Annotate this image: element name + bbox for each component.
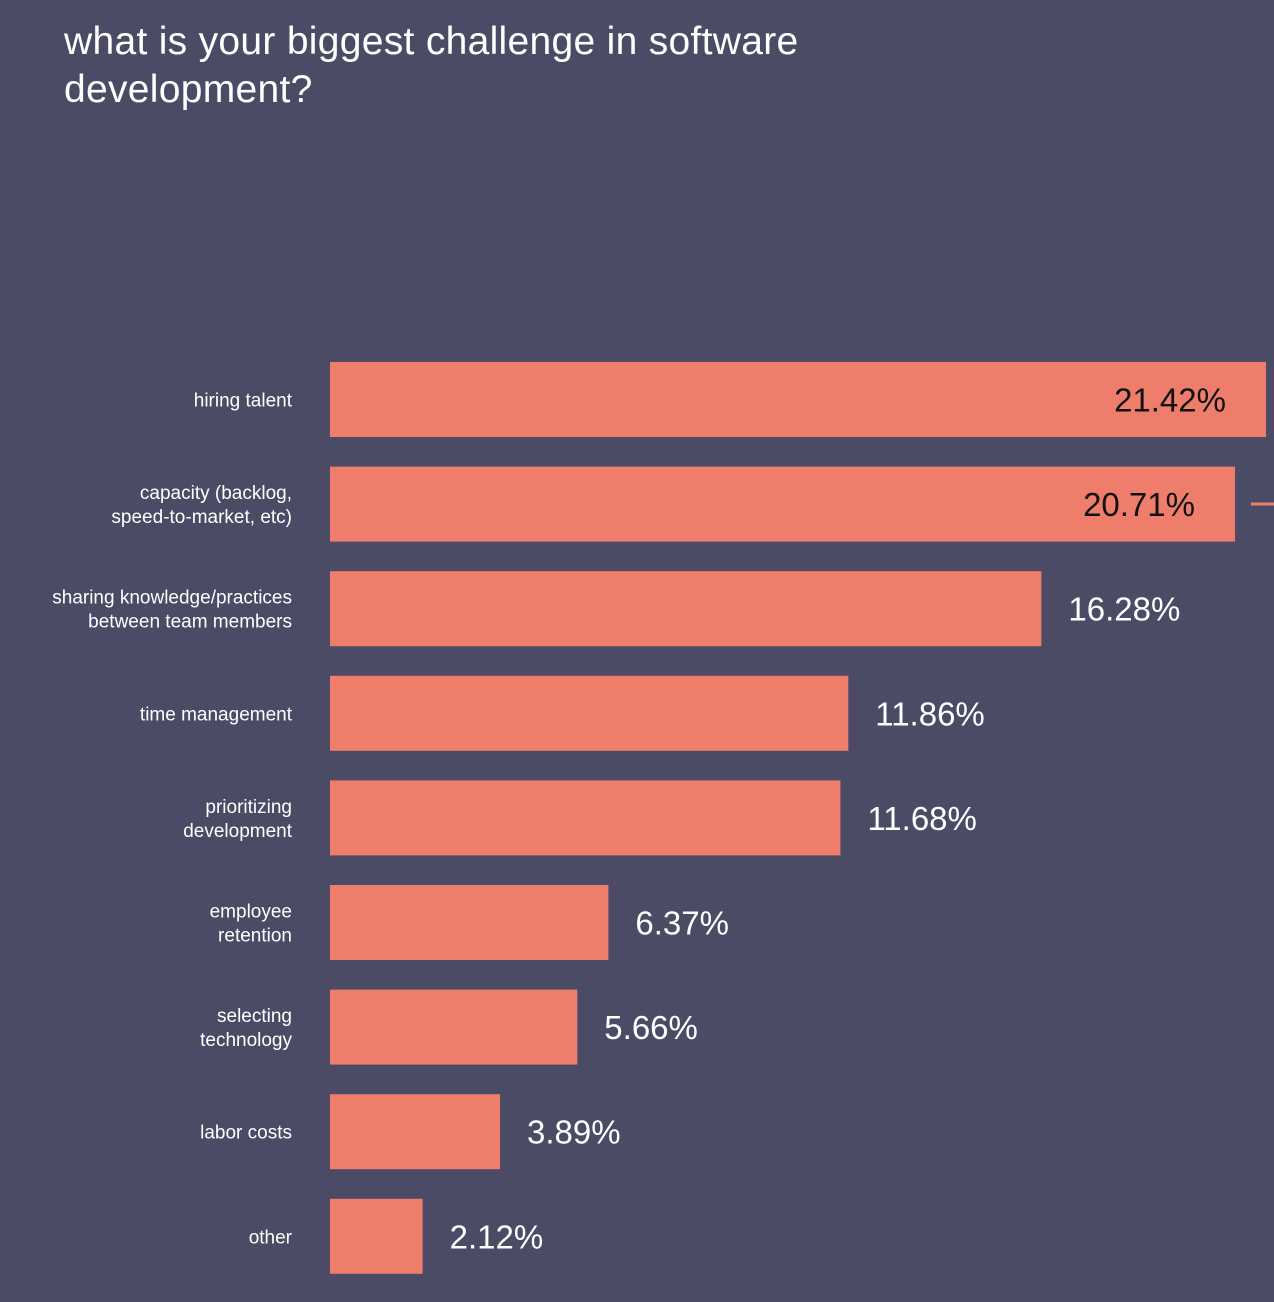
- category-label-line: capacity (backlog,: [140, 483, 292, 504]
- category-label: selecting technology: [200, 1006, 292, 1051]
- category-label: sharing knowledge/practices between team …: [52, 588, 292, 633]
- chart-title: what is your biggest challenge in softwa…: [64, 20, 799, 111]
- bar-value-label: 11.86%: [875, 695, 984, 732]
- category-label-line: selecting: [217, 1006, 292, 1027]
- category-label: labor costs: [200, 1123, 292, 1144]
- bar: [330, 885, 609, 960]
- category-label: prioritizing development: [183, 797, 293, 842]
- bar: [330, 675, 849, 751]
- bar-value-label: 6.37%: [635, 905, 729, 942]
- category-label-line: development: [183, 821, 293, 842]
- bar-value-label: 3.89%: [527, 1114, 621, 1151]
- bar: [330, 466, 1235, 542]
- category-label-line: technology: [200, 1030, 292, 1051]
- category-label: hiring talent: [194, 391, 293, 412]
- category-label-line: labor costs: [200, 1123, 292, 1144]
- category-label-line: sharing knowledge/practices: [52, 588, 292, 609]
- category-label-line: time management: [140, 704, 293, 725]
- bar-value-label: 2.12%: [450, 1218, 544, 1255]
- bar-value-label: 21.42%: [1114, 382, 1226, 419]
- category-label-line: employee: [210, 902, 292, 923]
- bar-value-label: 20.71%: [1083, 486, 1195, 523]
- category-label: employee retention: [210, 902, 292, 947]
- bar-value-label: 16.28%: [1068, 591, 1180, 628]
- category-label-line: between team members: [88, 612, 292, 633]
- category-label: other: [249, 1227, 293, 1248]
- category-label-line: other: [249, 1227, 293, 1248]
- bar-value-label: 11.68%: [867, 800, 976, 837]
- category-label-line: speed-to-market, etc): [111, 507, 292, 528]
- category-label: time management: [140, 704, 293, 725]
- category-label-line: hiring talent: [194, 391, 293, 412]
- bar-value-label: 5.66%: [604, 1009, 698, 1046]
- bar: [330, 1198, 423, 1274]
- category-label-line: prioritizing: [205, 797, 292, 818]
- bar: [330, 989, 578, 1065]
- bar: [330, 780, 841, 856]
- category-label-line: retention: [218, 926, 292, 947]
- bar: [330, 362, 1266, 437]
- bar: [330, 1094, 500, 1170]
- category-label: capacity (backlog, speed-to-market, etc): [111, 483, 292, 528]
- bar: [330, 571, 1042, 647]
